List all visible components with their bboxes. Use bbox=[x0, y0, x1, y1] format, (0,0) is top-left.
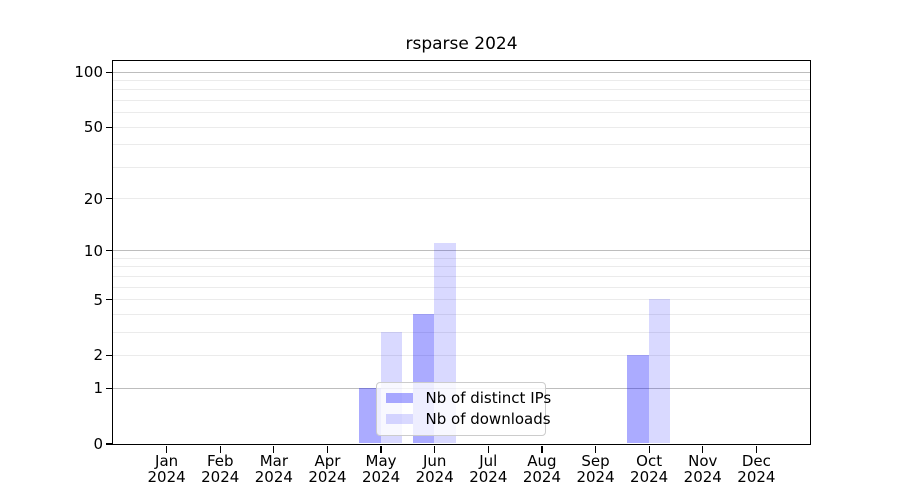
chart-title: rsparse 2024 bbox=[405, 34, 518, 54]
legend-swatch-distinct-ips bbox=[385, 393, 413, 403]
x-axis-tick-label: Aug 2024 bbox=[522, 452, 562, 486]
legend-label-downloads: Nb of downloads bbox=[425, 409, 551, 428]
x-axis-tick bbox=[702, 445, 704, 453]
gridline bbox=[112, 166, 810, 168]
y-axis-tick bbox=[106, 387, 113, 389]
x-axis-tick bbox=[755, 445, 758, 453]
y-axis-tick-label: 50 bbox=[83, 118, 103, 137]
gridline bbox=[112, 331, 810, 333]
y-axis-tick-label: 5 bbox=[93, 290, 103, 309]
x-axis-tick bbox=[594, 445, 597, 453]
legend-swatch-downloads bbox=[385, 414, 413, 424]
y-axis-tick bbox=[106, 198, 113, 200]
y-axis-tick-label: 0 bbox=[93, 435, 103, 453]
x-axis-tick-label: May 2024 bbox=[361, 452, 401, 486]
y-axis-tick bbox=[106, 354, 113, 357]
plot-area: Nb of distinct IPs Nb of downloads bbox=[111, 59, 811, 445]
gridline bbox=[112, 198, 810, 200]
legend-item-downloads: Nb of downloads bbox=[385, 409, 551, 430]
y-axis-tick bbox=[106, 250, 113, 252]
x-axis-tick bbox=[219, 445, 221, 453]
x-axis-tick-label: Nov 2024 bbox=[683, 452, 722, 486]
x-axis-tick bbox=[273, 445, 275, 453]
x-axis-tick bbox=[434, 445, 436, 453]
y-axis-tick-label: 2 bbox=[93, 346, 103, 365]
x-axis-tick bbox=[326, 445, 329, 453]
legend-item-distinct-ips: Nb of distinct IPs bbox=[385, 388, 551, 409]
x-axis-tick bbox=[165, 445, 168, 453]
y-axis-tick bbox=[106, 71, 113, 73]
y-axis-tick-label: 10 bbox=[83, 241, 103, 260]
x-axis-tick-label: Mar 2024 bbox=[254, 452, 293, 486]
gridline bbox=[112, 354, 810, 356]
gridline bbox=[112, 89, 810, 91]
x-axis-tick-label: Jul 2024 bbox=[469, 452, 508, 486]
gridline bbox=[112, 144, 810, 146]
x-axis-tick-label: Dec 2024 bbox=[737, 452, 776, 486]
x-axis-tick-label: Jun 2024 bbox=[415, 452, 454, 486]
bar-distinct-ips bbox=[359, 387, 381, 444]
gridline bbox=[112, 299, 810, 301]
y-axis-tick-label: 1 bbox=[93, 379, 103, 398]
x-axis-tick-label: Oct 2024 bbox=[630, 452, 669, 486]
bar-distinct-ips bbox=[627, 354, 649, 444]
y-axis-tick bbox=[106, 443, 113, 445]
gridline bbox=[112, 80, 810, 82]
x-axis-tick-label: Sep 2024 bbox=[576, 452, 615, 486]
x-axis-tick-label: Apr 2024 bbox=[308, 452, 347, 486]
y-axis-tick bbox=[106, 126, 113, 128]
gridline bbox=[112, 257, 810, 259]
gridline bbox=[112, 126, 810, 128]
gridline bbox=[112, 71, 810, 73]
y-axis-tick-label: 100 bbox=[74, 63, 103, 82]
x-axis-tick-label: Jan 2024 bbox=[147, 452, 186, 486]
legend: Nb of distinct IPs Nb of downloads bbox=[375, 381, 551, 436]
x-axis-tick bbox=[380, 445, 382, 453]
y-axis-tick-label: 20 bbox=[83, 189, 103, 208]
x-axis-tick-label: Feb 2024 bbox=[201, 452, 240, 486]
x-axis-tick bbox=[541, 445, 543, 453]
x-axis-tick bbox=[648, 445, 650, 453]
gridline bbox=[112, 286, 810, 288]
gridline bbox=[112, 112, 810, 114]
bar-downloads bbox=[648, 299, 671, 444]
legend-label-distinct-ips: Nb of distinct IPs bbox=[425, 388, 552, 407]
y-axis-tick bbox=[106, 298, 113, 301]
x-axis-tick bbox=[487, 445, 489, 453]
gridline bbox=[112, 250, 810, 252]
gridline bbox=[112, 275, 810, 277]
gridline bbox=[112, 313, 810, 315]
gridline bbox=[112, 266, 810, 268]
gridline bbox=[112, 100, 810, 102]
